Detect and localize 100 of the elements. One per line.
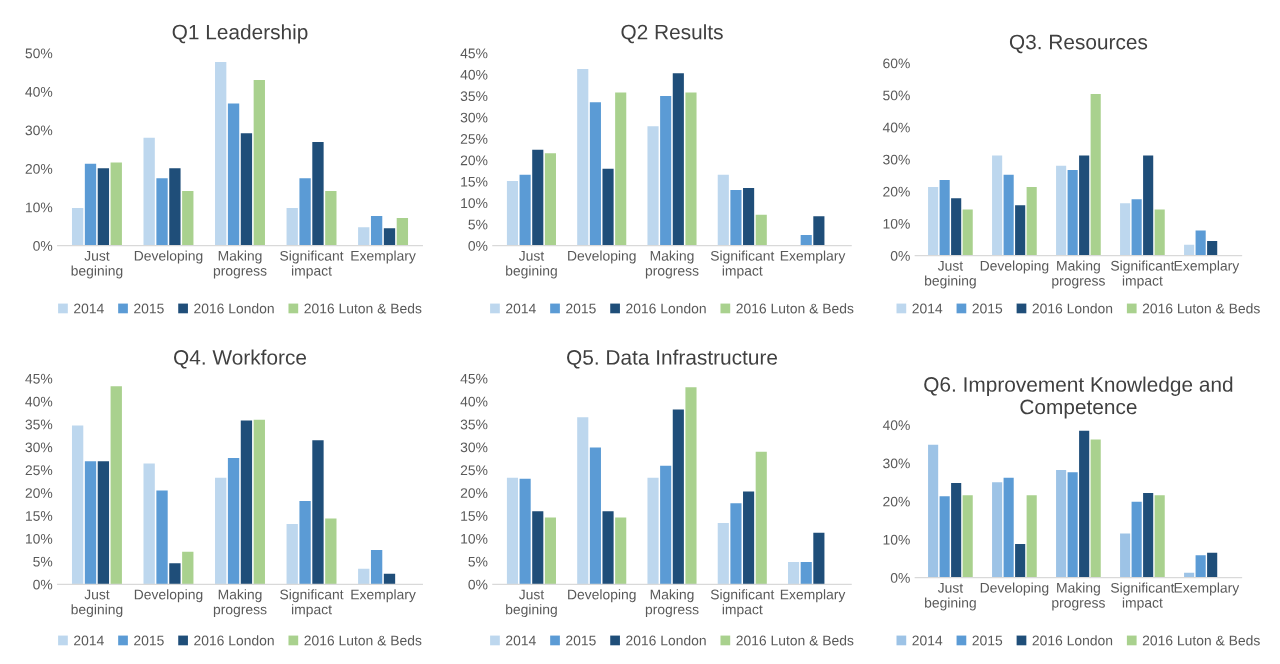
y-tick-label: 20% [460, 155, 488, 166]
legend-label: 2014 [74, 635, 104, 646]
y-tick-label: 50% [883, 90, 910, 101]
bar [97, 461, 110, 585]
bar [71, 425, 84, 585]
bar [358, 568, 370, 585]
legend-label: 2015 [972, 303, 1003, 314]
bar [577, 417, 589, 585]
bar [939, 496, 950, 578]
bar [84, 461, 97, 585]
bar [519, 478, 531, 585]
chart-title: Q3. Resources [1009, 34, 1148, 54]
y-tick-label: 5% [468, 219, 488, 230]
bar [370, 216, 383, 246]
bar [743, 187, 755, 246]
y-tick-label: 30% [883, 458, 910, 469]
bar [1120, 533, 1131, 578]
legend-label: 2016 Luton & Beds [304, 635, 422, 646]
bar [939, 179, 950, 256]
legend-label: 2016 London [626, 635, 706, 646]
bar [1131, 501, 1142, 578]
bar [1015, 544, 1026, 578]
bar [143, 463, 155, 585]
y-tick-label: 45% [460, 373, 488, 384]
x-tick-label: Significant impact [280, 589, 344, 618]
bar [312, 142, 324, 246]
legend-label: 2016 London [1032, 635, 1113, 646]
bar [227, 458, 240, 585]
bar [1067, 472, 1078, 578]
bar [506, 181, 519, 246]
y-tick-label: 10% [461, 198, 488, 209]
bar [1003, 174, 1014, 256]
bar [730, 190, 742, 246]
bar [97, 168, 110, 246]
bar [813, 216, 825, 246]
bar [743, 491, 755, 585]
y-tick-label: 15% [26, 511, 53, 521]
bar [1079, 155, 1090, 256]
y-tick-label: 10% [26, 533, 53, 544]
bar [589, 102, 601, 246]
bar [253, 80, 265, 246]
bar [717, 174, 729, 246]
y-tick-label: 15% [461, 176, 488, 187]
bar [717, 523, 729, 585]
y-tick-label: 35% [460, 91, 488, 102]
bar [992, 482, 1003, 578]
bar [1056, 165, 1067, 256]
y-tick-label: 40% [25, 396, 53, 407]
legend-label: 2016 Luton & Beds [304, 303, 422, 314]
y-tick-label: 30% [460, 112, 488, 123]
bar [358, 227, 370, 246]
bar [227, 103, 240, 246]
x-tick-label: Making progress [213, 589, 267, 618]
bar [672, 409, 684, 585]
y-tick-label: 15% [461, 511, 488, 521]
legend-label: 2016 London [1032, 303, 1113, 314]
x-tick-label: Significant impact [1110, 582, 1175, 611]
y-tick-label: 60% [883, 58, 910, 69]
legend-label: 2015 [972, 635, 1003, 646]
legend-label: 2016 London [626, 303, 706, 314]
bar [589, 447, 601, 585]
bar [813, 532, 825, 585]
y-tick-label: 0% [468, 579, 488, 590]
bar [660, 465, 672, 585]
bar [1090, 93, 1101, 256]
x-tick-label: Exemplary [780, 589, 846, 603]
bar [602, 511, 614, 585]
x-tick-label: Exemplary [780, 250, 846, 264]
bar [685, 387, 697, 585]
y-tick-label: 25% [460, 465, 488, 476]
bar [577, 68, 589, 246]
y-tick-label: 40% [882, 420, 910, 431]
chart-title: Q1 Leadership [172, 24, 308, 44]
y-tick-label: 20% [25, 488, 53, 498]
x-tick-label: Developing [980, 582, 1049, 596]
chart-title: Q6. Improvement Knowledge and Competence [924, 376, 1233, 419]
y-tick-label: 20% [883, 496, 910, 507]
y-tick-label: 25% [25, 465, 53, 476]
y-tick-label: 30% [460, 442, 488, 453]
bar [928, 186, 939, 256]
bar [253, 419, 265, 585]
y-tick-label: 40% [460, 69, 488, 80]
bar [1154, 209, 1165, 256]
bar [110, 162, 122, 246]
x-tick-label: Significant impact [1110, 260, 1175, 289]
bar [1120, 203, 1131, 256]
y-tick-label: 30% [25, 125, 53, 136]
y-tick-label: 5% [33, 556, 53, 567]
bar [299, 178, 311, 246]
bar [156, 178, 168, 246]
bar [730, 503, 742, 585]
x-tick-label: Significant impact [710, 589, 775, 618]
bar [143, 137, 155, 246]
legend-label: 2014 [506, 303, 536, 314]
bar [169, 563, 181, 585]
x-tick-label: Making progress [213, 250, 267, 279]
bar [1143, 155, 1154, 256]
bar [992, 155, 1003, 256]
x-tick-label: Making progress [1052, 260, 1105, 289]
bar [1207, 240, 1218, 256]
